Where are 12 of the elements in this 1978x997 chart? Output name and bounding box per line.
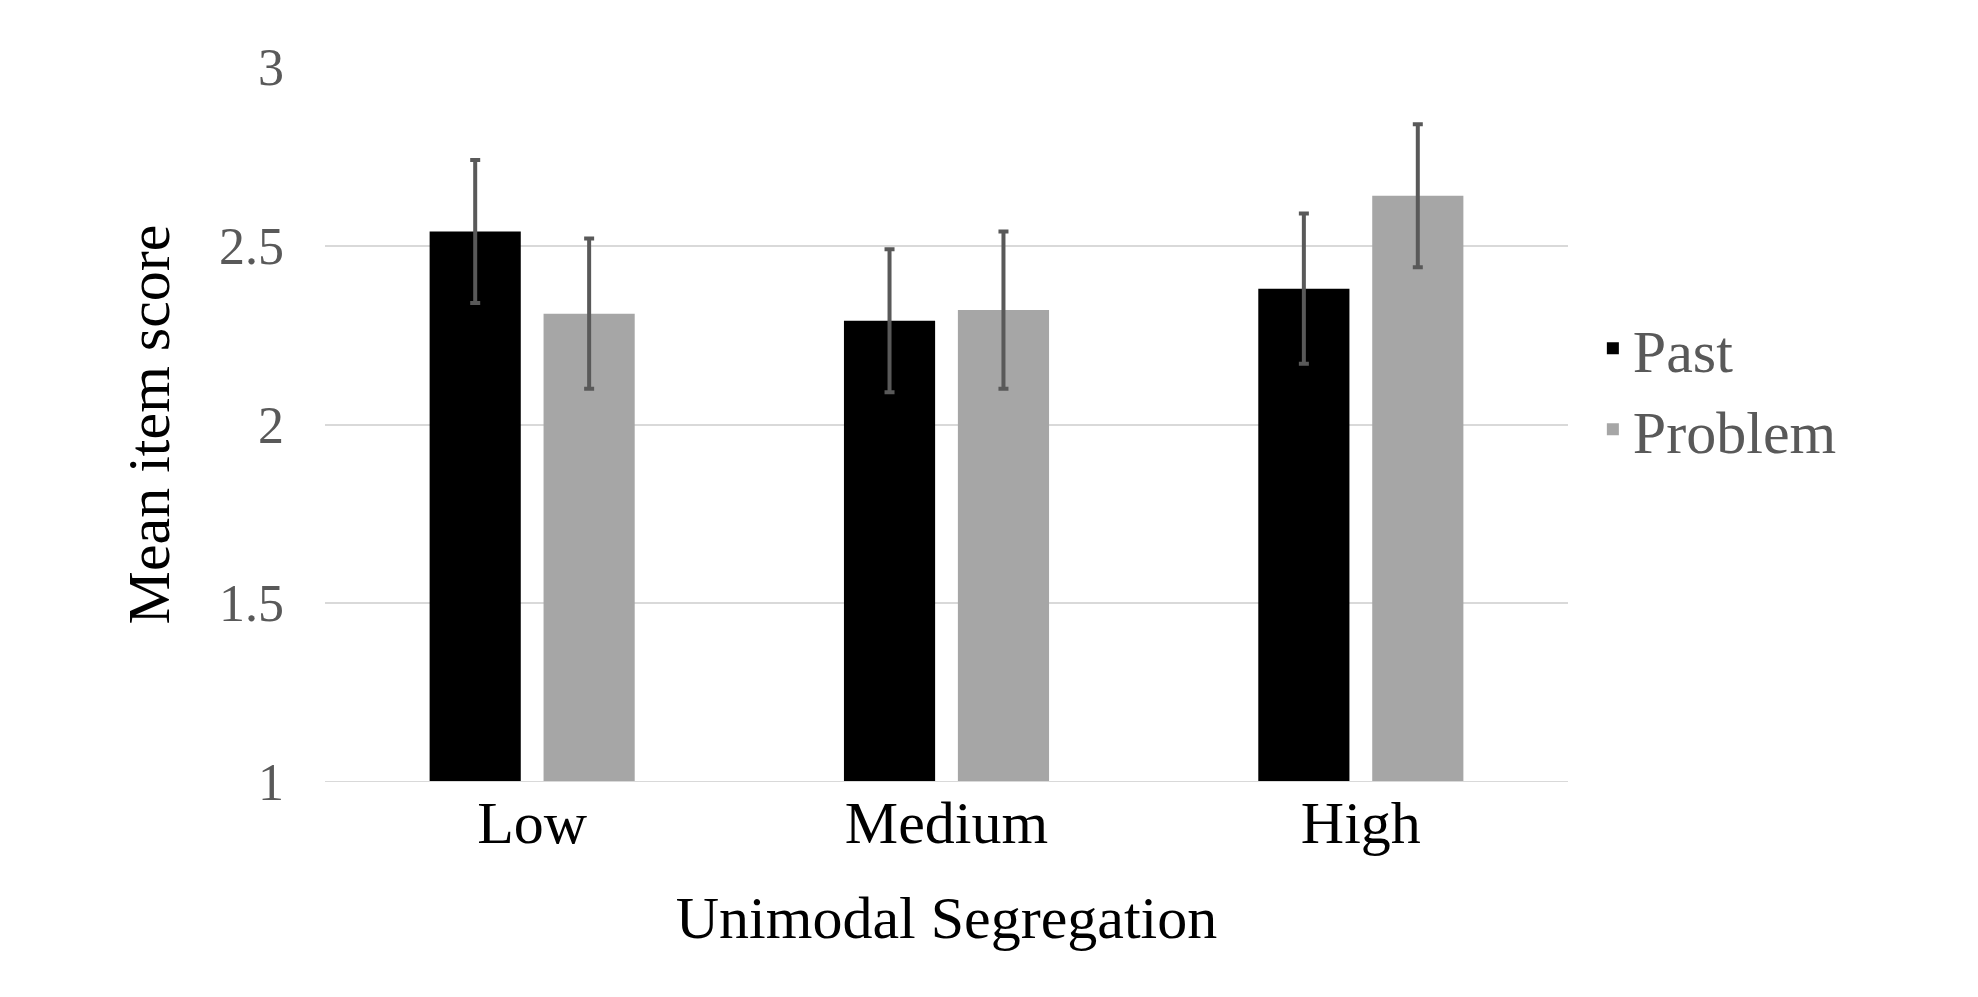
y-tick-label: 2.5 [219, 217, 284, 275]
y-tick-label: 2 [258, 396, 284, 454]
legend-label: Problem [1632, 399, 1837, 466]
x-axis-title: Unimodal Segregation [675, 884, 1218, 951]
x-tick-label: Medium [844, 790, 1049, 856]
legend-label: Past [1632, 318, 1734, 385]
y-tick-label: 1 [258, 754, 284, 812]
y-axis-title: Mean item score [115, 224, 182, 625]
y-tick-label: 1.5 [219, 575, 284, 633]
y-tick-label: 3 [258, 39, 284, 97]
x-tick-label: Low [477, 790, 588, 856]
x-tick-label: High [1300, 790, 1421, 856]
